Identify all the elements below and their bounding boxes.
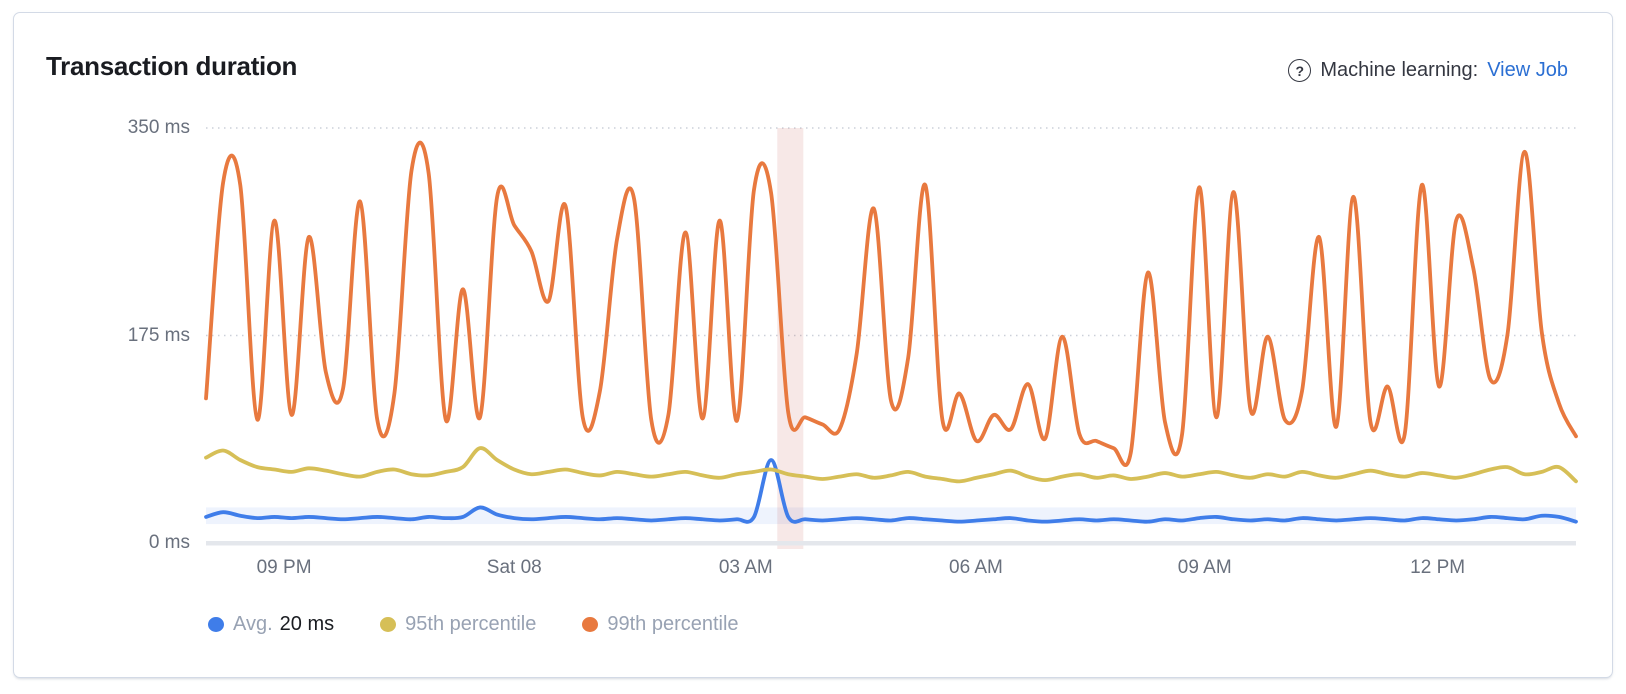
x-tick-label-4: 09 AM xyxy=(1177,557,1232,578)
legend-label-99th: 99th percentile xyxy=(607,613,739,635)
p99-line xyxy=(204,140,1578,467)
y-tick-label-175: 175 ms xyxy=(127,324,190,346)
x-axis-baseline xyxy=(206,541,1576,546)
p95-line xyxy=(204,446,1578,484)
legend-value-avg: 20 ms xyxy=(279,613,335,635)
chart-plot-area[interactable] xyxy=(204,127,1578,549)
x-tick-label-3: 06 AM xyxy=(949,557,1003,578)
machine-learning-row: ? Machine learning: View Job xyxy=(1288,59,1568,82)
chart-svg xyxy=(204,127,1578,549)
p95-series-dot-icon xyxy=(380,617,397,632)
legend-label-avg: Avg. xyxy=(233,613,273,635)
legend-item-avg[interactable]: Avg. 20 ms xyxy=(208,613,334,636)
chart-legend: Avg. 20 ms 95th percentile 99th percenti… xyxy=(208,613,739,636)
x-tick-label-0: 09 PM xyxy=(256,557,312,578)
page-title: Transaction duration xyxy=(46,51,298,81)
help-icon[interactable]: ? xyxy=(1288,59,1312,82)
y-tick-label-350: 350 ms xyxy=(127,117,190,138)
machine-learning-label: Machine learning: xyxy=(1320,59,1479,81)
avg-series-dot-icon xyxy=(208,617,224,632)
transaction-duration-card: Transaction duration ? Machine learning:… xyxy=(13,12,1613,678)
legend-item-95th[interactable]: 95th percentile xyxy=(380,613,536,636)
x-tick-label-5: 12 PM xyxy=(1410,557,1466,578)
legend-item-99th[interactable]: 99th percentile xyxy=(582,613,739,636)
x-tick-label-1: Sat 08 xyxy=(486,557,542,578)
x-tick-label-2: 03 AM xyxy=(718,557,773,578)
y-tick-label-0: 0 ms xyxy=(148,532,190,553)
avg-line xyxy=(204,458,1578,524)
legend-label-95th: 95th percentile xyxy=(405,613,537,635)
p99-series-dot-icon xyxy=(582,617,599,632)
view-job-link[interactable]: View Job xyxy=(1487,59,1568,81)
